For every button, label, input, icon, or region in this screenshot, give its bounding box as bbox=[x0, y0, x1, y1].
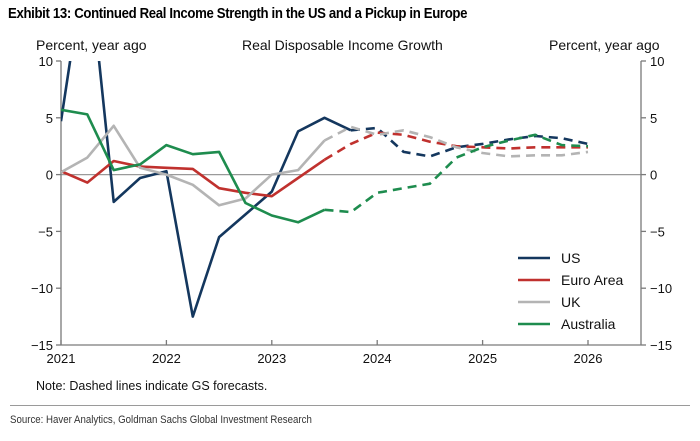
x-tick-label: 2024 bbox=[363, 351, 392, 366]
y-tick-label-left: −15 bbox=[31, 338, 53, 353]
y-tick-label-left: −5 bbox=[38, 224, 53, 239]
x-tick-label: 2022 bbox=[152, 351, 181, 366]
legend-label-euro-area: Euro Area bbox=[561, 272, 623, 288]
legend-label-uk: UK bbox=[561, 294, 581, 310]
y-tick-label-left: −10 bbox=[31, 281, 53, 296]
legend: US Euro Area UK Australia bbox=[518, 250, 623, 332]
series-group bbox=[61, 61, 589, 318]
left-axis-label: Percent, year ago bbox=[36, 37, 147, 53]
y-tick-label-left: 5 bbox=[46, 111, 53, 126]
y-tick-label-right: −5 bbox=[650, 224, 665, 239]
exhibit-title: Exhibit 13: Continued Real Income Streng… bbox=[8, 5, 468, 22]
source-text: Source: Haver Analytics, Goldman Sachs G… bbox=[10, 414, 312, 426]
y-tick-label-left: 10 bbox=[39, 54, 53, 69]
legend-label-australia: Australia bbox=[561, 316, 616, 332]
y-tick-label-right: 5 bbox=[650, 111, 657, 126]
series-line-uk-actual bbox=[61, 124, 326, 207]
series-line-euro-area-actual bbox=[61, 158, 326, 198]
y-tick-label-right: −10 bbox=[650, 281, 672, 296]
x-tick-label: 2026 bbox=[574, 351, 603, 366]
legend-label-us: US bbox=[561, 250, 580, 266]
y-tick-label-right: 10 bbox=[650, 54, 664, 69]
y-tick-label-right: 0 bbox=[650, 168, 657, 183]
x-tick-label: 2025 bbox=[468, 351, 497, 366]
x-tick-label: 2023 bbox=[257, 351, 286, 366]
series-line-australia-actual bbox=[61, 108, 326, 224]
y-tick-label-right: −15 bbox=[650, 338, 672, 353]
series-line-australia-forecast bbox=[324, 133, 589, 214]
y-tick-label-left: 0 bbox=[46, 168, 53, 183]
series-line-uk-forecast bbox=[323, 125, 589, 158]
chart-title: Real Disposable Income Growth bbox=[242, 37, 443, 53]
chart-note: Note: Dashed lines indicate GS forecasts… bbox=[36, 379, 268, 393]
footer-divider bbox=[10, 405, 690, 406]
right-axis-label: Percent, year ago bbox=[549, 37, 660, 53]
x-tick-label: 2021 bbox=[47, 351, 76, 366]
